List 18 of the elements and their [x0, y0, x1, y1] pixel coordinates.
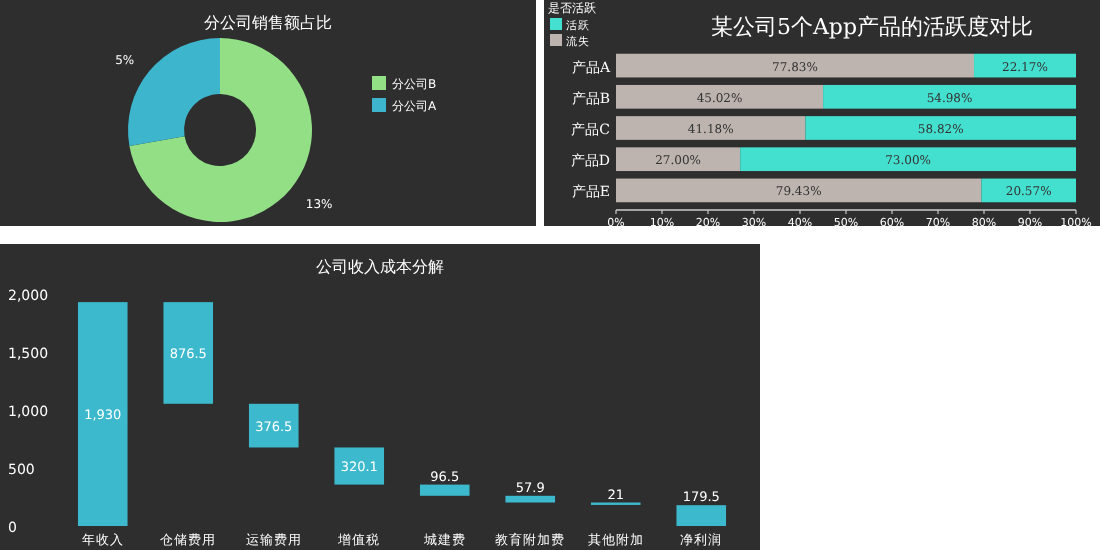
- bar: [616, 147, 741, 172]
- bar: [616, 116, 806, 140]
- bar: [823, 84, 1076, 109]
- bar: [77, 302, 128, 526]
- bar: [616, 84, 824, 109]
- bar: [505, 495, 556, 503]
- chart-title: 分公司销售额占比: [204, 14, 332, 32]
- bar: [616, 178, 982, 203]
- bar: [740, 147, 1076, 172]
- chart-title: 公司收入成本分解: [316, 258, 444, 276]
- bar: [334, 447, 385, 485]
- bar: [805, 116, 1076, 140]
- bar: [248, 403, 299, 448]
- bar: [419, 484, 470, 496]
- bar: [616, 53, 975, 78]
- bar: [676, 505, 727, 526]
- chart-title: 某公司5个App产品的活跃度对比: [710, 14, 1034, 40]
- bar: [163, 302, 214, 404]
